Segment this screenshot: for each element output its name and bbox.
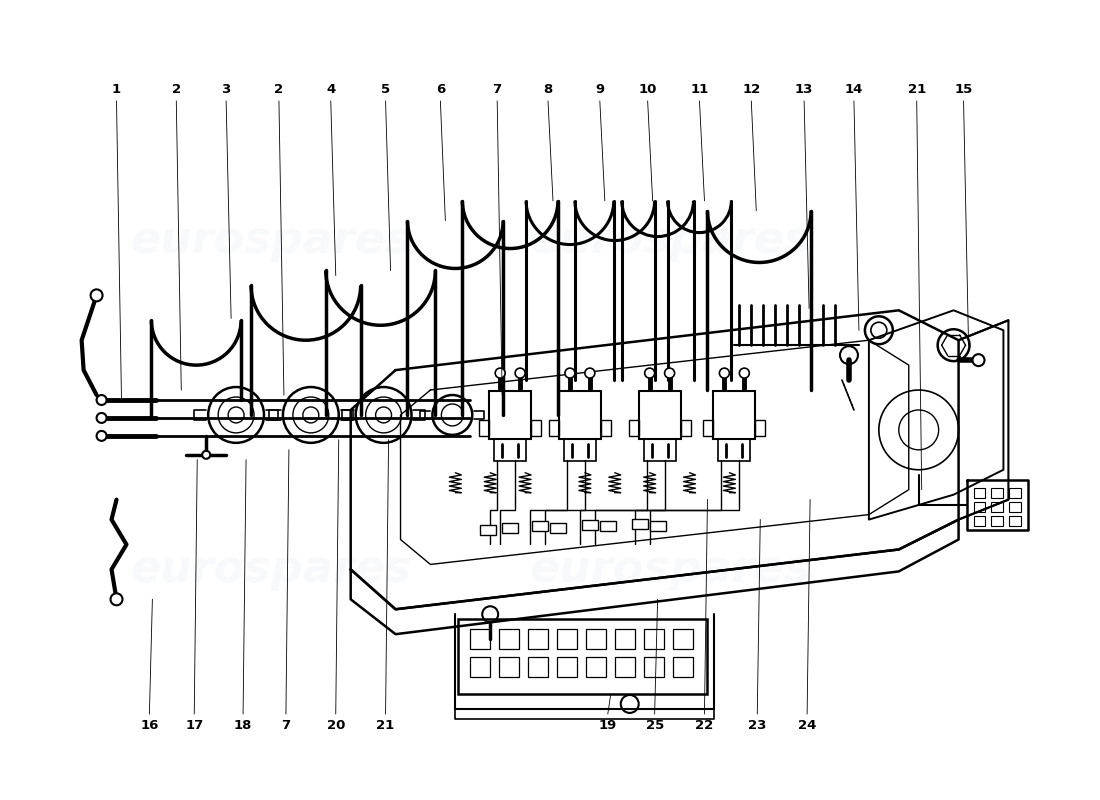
- Text: 8: 8: [543, 83, 552, 96]
- Circle shape: [585, 368, 595, 378]
- Circle shape: [739, 368, 749, 378]
- Bar: [490, 391, 531, 439]
- Bar: [532, 521, 548, 530]
- Bar: [631, 518, 648, 529]
- Bar: [499, 630, 519, 649]
- Bar: [586, 657, 606, 677]
- Bar: [991, 488, 1003, 498]
- Text: 24: 24: [798, 719, 816, 732]
- Bar: [1010, 515, 1022, 526]
- Text: eurospares: eurospares: [130, 219, 411, 262]
- Text: 17: 17: [185, 719, 204, 732]
- Bar: [481, 525, 496, 534]
- Bar: [550, 522, 565, 533]
- Bar: [704, 420, 714, 436]
- Bar: [471, 630, 491, 649]
- Text: 14: 14: [845, 83, 864, 96]
- Circle shape: [97, 431, 107, 441]
- Text: 7: 7: [493, 83, 502, 96]
- Bar: [650, 521, 666, 530]
- Bar: [494, 439, 526, 461]
- Text: 25: 25: [646, 719, 663, 732]
- Circle shape: [202, 451, 210, 458]
- Text: 19: 19: [598, 719, 617, 732]
- Bar: [681, 420, 691, 436]
- Text: 11: 11: [691, 83, 708, 96]
- Bar: [756, 420, 766, 436]
- Bar: [615, 630, 635, 649]
- Bar: [974, 502, 986, 512]
- Bar: [672, 657, 693, 677]
- Text: 21: 21: [908, 83, 926, 96]
- Circle shape: [565, 368, 575, 378]
- Bar: [557, 630, 576, 649]
- Circle shape: [645, 368, 654, 378]
- Text: 12: 12: [742, 83, 760, 96]
- Bar: [1010, 488, 1022, 498]
- Bar: [644, 657, 663, 677]
- Text: 4: 4: [326, 83, 336, 96]
- Bar: [459, 619, 707, 694]
- Bar: [503, 522, 518, 533]
- Text: 1: 1: [112, 83, 121, 96]
- Bar: [974, 515, 986, 526]
- Circle shape: [97, 413, 107, 423]
- Text: 22: 22: [695, 719, 714, 732]
- Bar: [499, 657, 519, 677]
- Circle shape: [972, 354, 984, 366]
- Bar: [564, 439, 596, 461]
- Bar: [991, 502, 1003, 512]
- Circle shape: [495, 368, 505, 378]
- Bar: [480, 420, 490, 436]
- Bar: [644, 439, 675, 461]
- Text: 13: 13: [795, 83, 813, 96]
- Text: 5: 5: [381, 83, 390, 96]
- Circle shape: [719, 368, 729, 378]
- Text: 2: 2: [172, 83, 180, 96]
- Text: 9: 9: [595, 83, 604, 96]
- Text: 6: 6: [436, 83, 446, 96]
- Text: 3: 3: [221, 83, 231, 96]
- Bar: [528, 630, 548, 649]
- Text: eurospares: eurospares: [529, 548, 811, 591]
- Bar: [672, 630, 693, 649]
- Text: 21: 21: [376, 719, 395, 732]
- Bar: [644, 630, 663, 649]
- Bar: [1010, 502, 1022, 512]
- Bar: [974, 488, 986, 498]
- Bar: [531, 420, 541, 436]
- Bar: [639, 391, 681, 439]
- Bar: [471, 657, 491, 677]
- Text: 2: 2: [274, 83, 284, 96]
- Text: 10: 10: [638, 83, 657, 96]
- Bar: [629, 420, 639, 436]
- Circle shape: [110, 594, 122, 606]
- Bar: [586, 630, 606, 649]
- Text: 23: 23: [748, 719, 767, 732]
- Circle shape: [90, 290, 102, 302]
- Text: eurospares: eurospares: [529, 219, 811, 262]
- Text: 16: 16: [140, 719, 158, 732]
- Circle shape: [515, 368, 525, 378]
- Bar: [991, 515, 1003, 526]
- Text: 18: 18: [234, 719, 252, 732]
- Text: eurospares: eurospares: [130, 548, 411, 591]
- Bar: [601, 420, 610, 436]
- Bar: [714, 391, 756, 439]
- Bar: [718, 439, 750, 461]
- Circle shape: [97, 395, 107, 405]
- Text: 20: 20: [327, 719, 345, 732]
- Circle shape: [664, 368, 674, 378]
- Bar: [615, 657, 635, 677]
- Text: 7: 7: [282, 719, 290, 732]
- Bar: [559, 391, 601, 439]
- Bar: [549, 420, 559, 436]
- Bar: [528, 657, 548, 677]
- Bar: [557, 657, 576, 677]
- Bar: [600, 521, 616, 530]
- Bar: [582, 519, 597, 530]
- Text: 15: 15: [955, 83, 972, 96]
